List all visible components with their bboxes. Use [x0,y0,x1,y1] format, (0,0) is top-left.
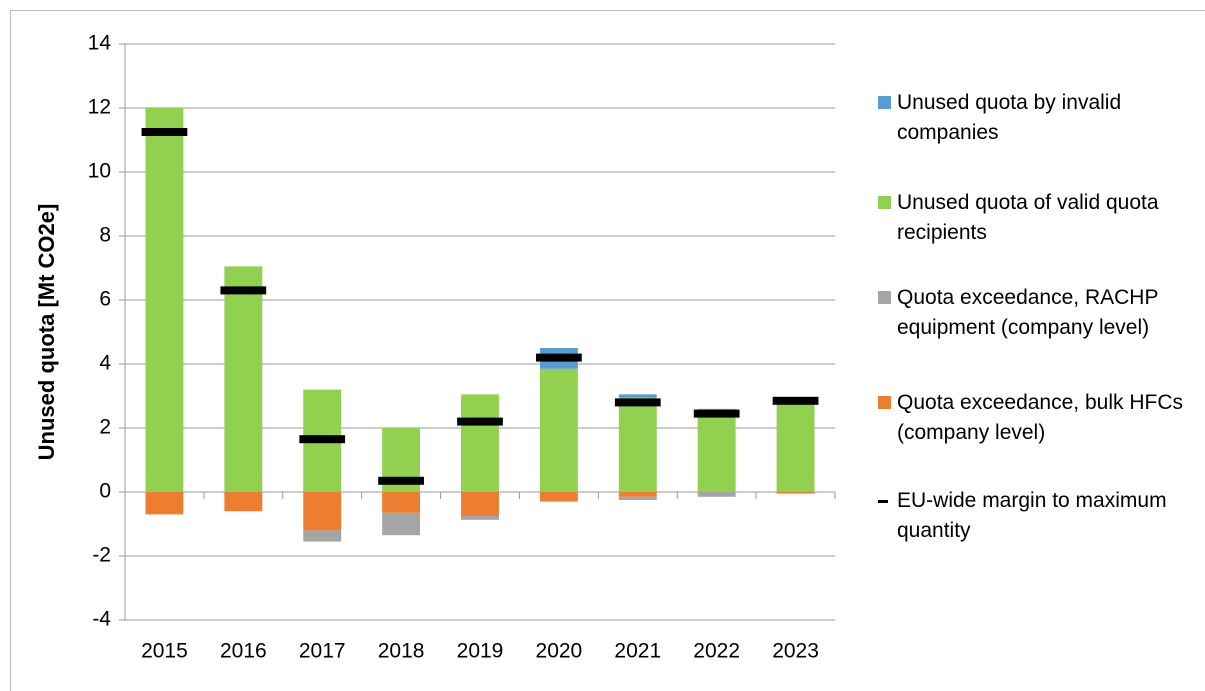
legend-swatch [878,291,891,304]
y-tick-label: 10 [88,160,111,183]
margin-marker [772,396,819,405]
margin-marker [457,417,503,426]
legend-swatch [878,500,888,503]
y-tick-label: 12 [88,96,111,119]
legend-entry: Quota exceedance, RACHP equipment (compa… [878,283,1197,343]
y-axis-label: Unused quota [Mt CO2e] [34,204,59,461]
y-tick-label: 4 [99,352,111,375]
bar-segment [539,368,578,492]
bar-segment [224,266,263,492]
bar-segment [618,492,657,497]
y-tick-label: 2 [99,416,111,439]
margin-marker [614,398,661,407]
bar-segment [776,402,815,492]
margin-marker [220,286,267,295]
bar-segment [697,492,736,497]
legend-entry: Unused quota of valid quota recipients [878,188,1197,248]
x-tick-label: 2023 [772,640,819,663]
bar-segment [618,397,657,492]
legend-entry: Quota exceedance, bulk HFCs (company lev… [878,388,1197,448]
x-tick-label: 2016 [220,640,267,663]
bar-segment [697,408,736,492]
x-tick-label: 2019 [457,640,504,663]
legend-swatch [878,196,891,209]
margin-marker [536,353,582,362]
margin-marker [378,476,424,485]
margin-marker [299,435,346,444]
x-tick-label: 2022 [693,640,740,663]
bar-segment [382,492,421,513]
x-tick-label: 2021 [614,640,661,663]
x-tick-label: 2017 [299,640,346,663]
y-tick-label: 6 [99,288,111,311]
x-tick-label: 2020 [536,640,583,663]
legend-label: Unused quota of valid quota recipients [897,191,1159,244]
legend-label: Quota exceedance, bulk HFCs (company lev… [897,391,1183,444]
bar-segment [224,492,263,512]
bar-segment [382,512,421,536]
bar-segment [145,108,184,492]
legend-swatch [878,396,891,409]
bar-segment [461,492,499,516]
y-tick-label: -4 [92,608,111,631]
bar-segment [539,492,578,502]
legend-swatch [878,96,891,109]
y-tick-label: 0 [99,480,111,503]
legend-label: Quota exceedance, RACHP equipment (compa… [897,286,1159,339]
bar-segment [461,394,499,492]
y-tick-label: 14 [88,32,112,55]
legend-entry: EU-wide margin to maximum quantity [878,486,1197,546]
y-tick-label: 8 [99,224,111,247]
x-tick-label: 2018 [378,640,425,663]
frame [10,10,1205,691]
bar-segment [776,492,815,494]
x-tick-label: 2015 [141,640,188,663]
bar-segment [461,516,499,520]
legend-label: EU-wide margin to maximum quantity [897,489,1167,542]
margin-marker [141,128,188,136]
margin-marker [693,409,740,418]
bar-segment [145,492,184,515]
bar-segment [618,496,657,500]
legend-entry: Unused quota by invalid companies [878,88,1197,148]
bar-segment [618,394,657,398]
bar-segment [303,492,342,531]
bar-segment [303,530,342,542]
y-tick-label: -2 [92,544,111,567]
legend-label: Unused quota by invalid companies [897,91,1122,144]
